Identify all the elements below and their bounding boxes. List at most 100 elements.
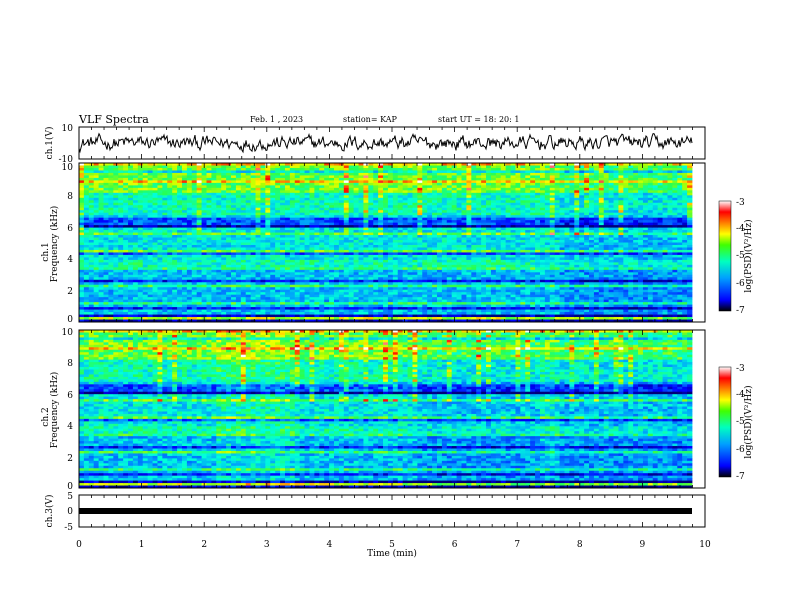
- spectrogram-cell: [255, 212, 261, 216]
- spectrogram-cell: [181, 195, 188, 199]
- spectrogram-cell: [427, 177, 433, 181]
- spectrogram-cell: [186, 249, 193, 253]
- spectrogram-cell: [157, 247, 163, 251]
- spectrogram-cell: [132, 254, 139, 258]
- spectrogram-cell: [123, 232, 129, 236]
- spectrogram-cell: [123, 240, 129, 243]
- spectrogram-cell: [137, 319, 144, 323]
- spectrogram-cell: [284, 267, 291, 271]
- spectrogram-cell: [255, 210, 261, 214]
- spectrogram-cell: [368, 294, 374, 298]
- spectrogram-cell: [191, 235, 198, 238]
- spectrogram-cell: [103, 225, 109, 228]
- spectrogram-cell: [167, 185, 173, 189]
- spectrogram-cell: [88, 274, 95, 278]
- spectrogram-cell: [402, 262, 408, 266]
- spectrogram-cell: [436, 170, 443, 174]
- spectrogram-cell: [137, 249, 144, 253]
- spectrogram-cell: [436, 282, 443, 286]
- spectrogram-cell: [334, 307, 340, 310]
- spectrogram-cell: [432, 165, 438, 169]
- spectrogram-cell: [206, 279, 212, 283]
- spectrogram-cell: [334, 284, 340, 288]
- spectrogram-cell: [113, 307, 119, 310]
- spectrogram-cell: [299, 297, 305, 301]
- spectrogram-cell: [152, 257, 158, 261]
- spectrogram-cell: [432, 299, 438, 303]
- spectrogram-cell: [216, 297, 222, 301]
- spectrogram-cell: [137, 175, 144, 179]
- spectrogram-cell: [191, 222, 198, 226]
- spectrogram-cell: [231, 235, 237, 238]
- spectrogram-cell: [275, 200, 281, 204]
- spectrogram-cell: [196, 180, 202, 184]
- spectrogram-cell: [147, 190, 153, 194]
- spectrogram-cell: [368, 242, 374, 246]
- spectrogram-cell: [167, 205, 173, 209]
- spectrogram-cell: [446, 225, 453, 228]
- spectrogram-cell: [211, 207, 217, 211]
- spectrogram-cell: [392, 205, 399, 209]
- spectrogram-cell: [137, 252, 144, 256]
- spectrogram-cell: [206, 235, 212, 238]
- spectrogram-cell: [353, 302, 359, 306]
- spectrogram-cell: [343, 269, 350, 273]
- spectrogram-cell: [191, 264, 198, 268]
- spectrogram-cell: [412, 307, 418, 310]
- spectrogram-cell: [412, 247, 418, 251]
- spectrogram-cell: [324, 212, 330, 216]
- spectrogram-cell: [358, 220, 364, 224]
- spectrogram-cell: [211, 269, 217, 273]
- spectrogram-cell: [392, 240, 399, 243]
- spectrogram-cell: [132, 242, 139, 246]
- spectrogram-cell: [314, 274, 320, 278]
- spectrogram-cell: [137, 277, 144, 281]
- spectrogram-cell: [309, 212, 315, 216]
- spectrogram-cell: [363, 240, 369, 243]
- spectrogram-cell: [334, 282, 340, 286]
- spectrogram-cell: [363, 235, 369, 238]
- spectrogram-cell: [167, 259, 173, 263]
- spectrogram-cell: [299, 195, 305, 199]
- spectrogram-cell: [128, 212, 134, 216]
- spectrogram-cell: [211, 237, 217, 241]
- spectrogram-cell: [250, 202, 256, 206]
- spectrogram-cell: [383, 279, 389, 283]
- spectrogram-cell: [196, 309, 202, 313]
- spectrogram-cell: [412, 180, 418, 184]
- spectrogram-cell: [407, 182, 413, 186]
- spectrogram-cell: [152, 163, 158, 166]
- spectrogram-cell: [128, 235, 134, 238]
- spectrogram-cell: [88, 185, 95, 189]
- spectrogram-cell: [245, 175, 252, 179]
- spectrogram-cell: [417, 299, 423, 303]
- spectrogram-cell: [147, 232, 153, 236]
- spectrogram-cell: [348, 227, 355, 231]
- spectrogram-cell: [309, 319, 315, 323]
- spectrogram-cell: [299, 242, 305, 246]
- spectrogram-cell: [137, 232, 144, 236]
- spectrogram-cell: [304, 264, 310, 268]
- spectrogram-cell: [270, 220, 276, 224]
- spectrogram-cell: [132, 165, 139, 169]
- spectrogram-cell: [226, 319, 232, 323]
- spectrogram-cell: [294, 287, 301, 291]
- spectrogram-cell: [83, 240, 90, 243]
- spectrogram-cell: [255, 304, 261, 308]
- spectrogram-cell: [132, 225, 139, 228]
- spectrogram-cell: [83, 165, 90, 169]
- spectrogram-cell: [392, 269, 399, 273]
- spectrogram-cell: [368, 215, 374, 219]
- spectrogram-cell: [265, 317, 271, 320]
- spectrogram-cell: [132, 304, 139, 308]
- spectrogram-cell: [417, 187, 423, 191]
- spectrogram-cell: [373, 249, 379, 253]
- spectrogram-cell: [407, 289, 413, 293]
- spectrogram-cell: [334, 279, 340, 283]
- spectrogram-cell: [142, 244, 149, 248]
- spectrogram-cell: [142, 202, 149, 206]
- spectrogram-cell: [137, 187, 144, 191]
- spectrogram-cell: [83, 257, 90, 261]
- spectrogram-cell: [128, 215, 134, 219]
- spectrogram-cell: [113, 292, 119, 296]
